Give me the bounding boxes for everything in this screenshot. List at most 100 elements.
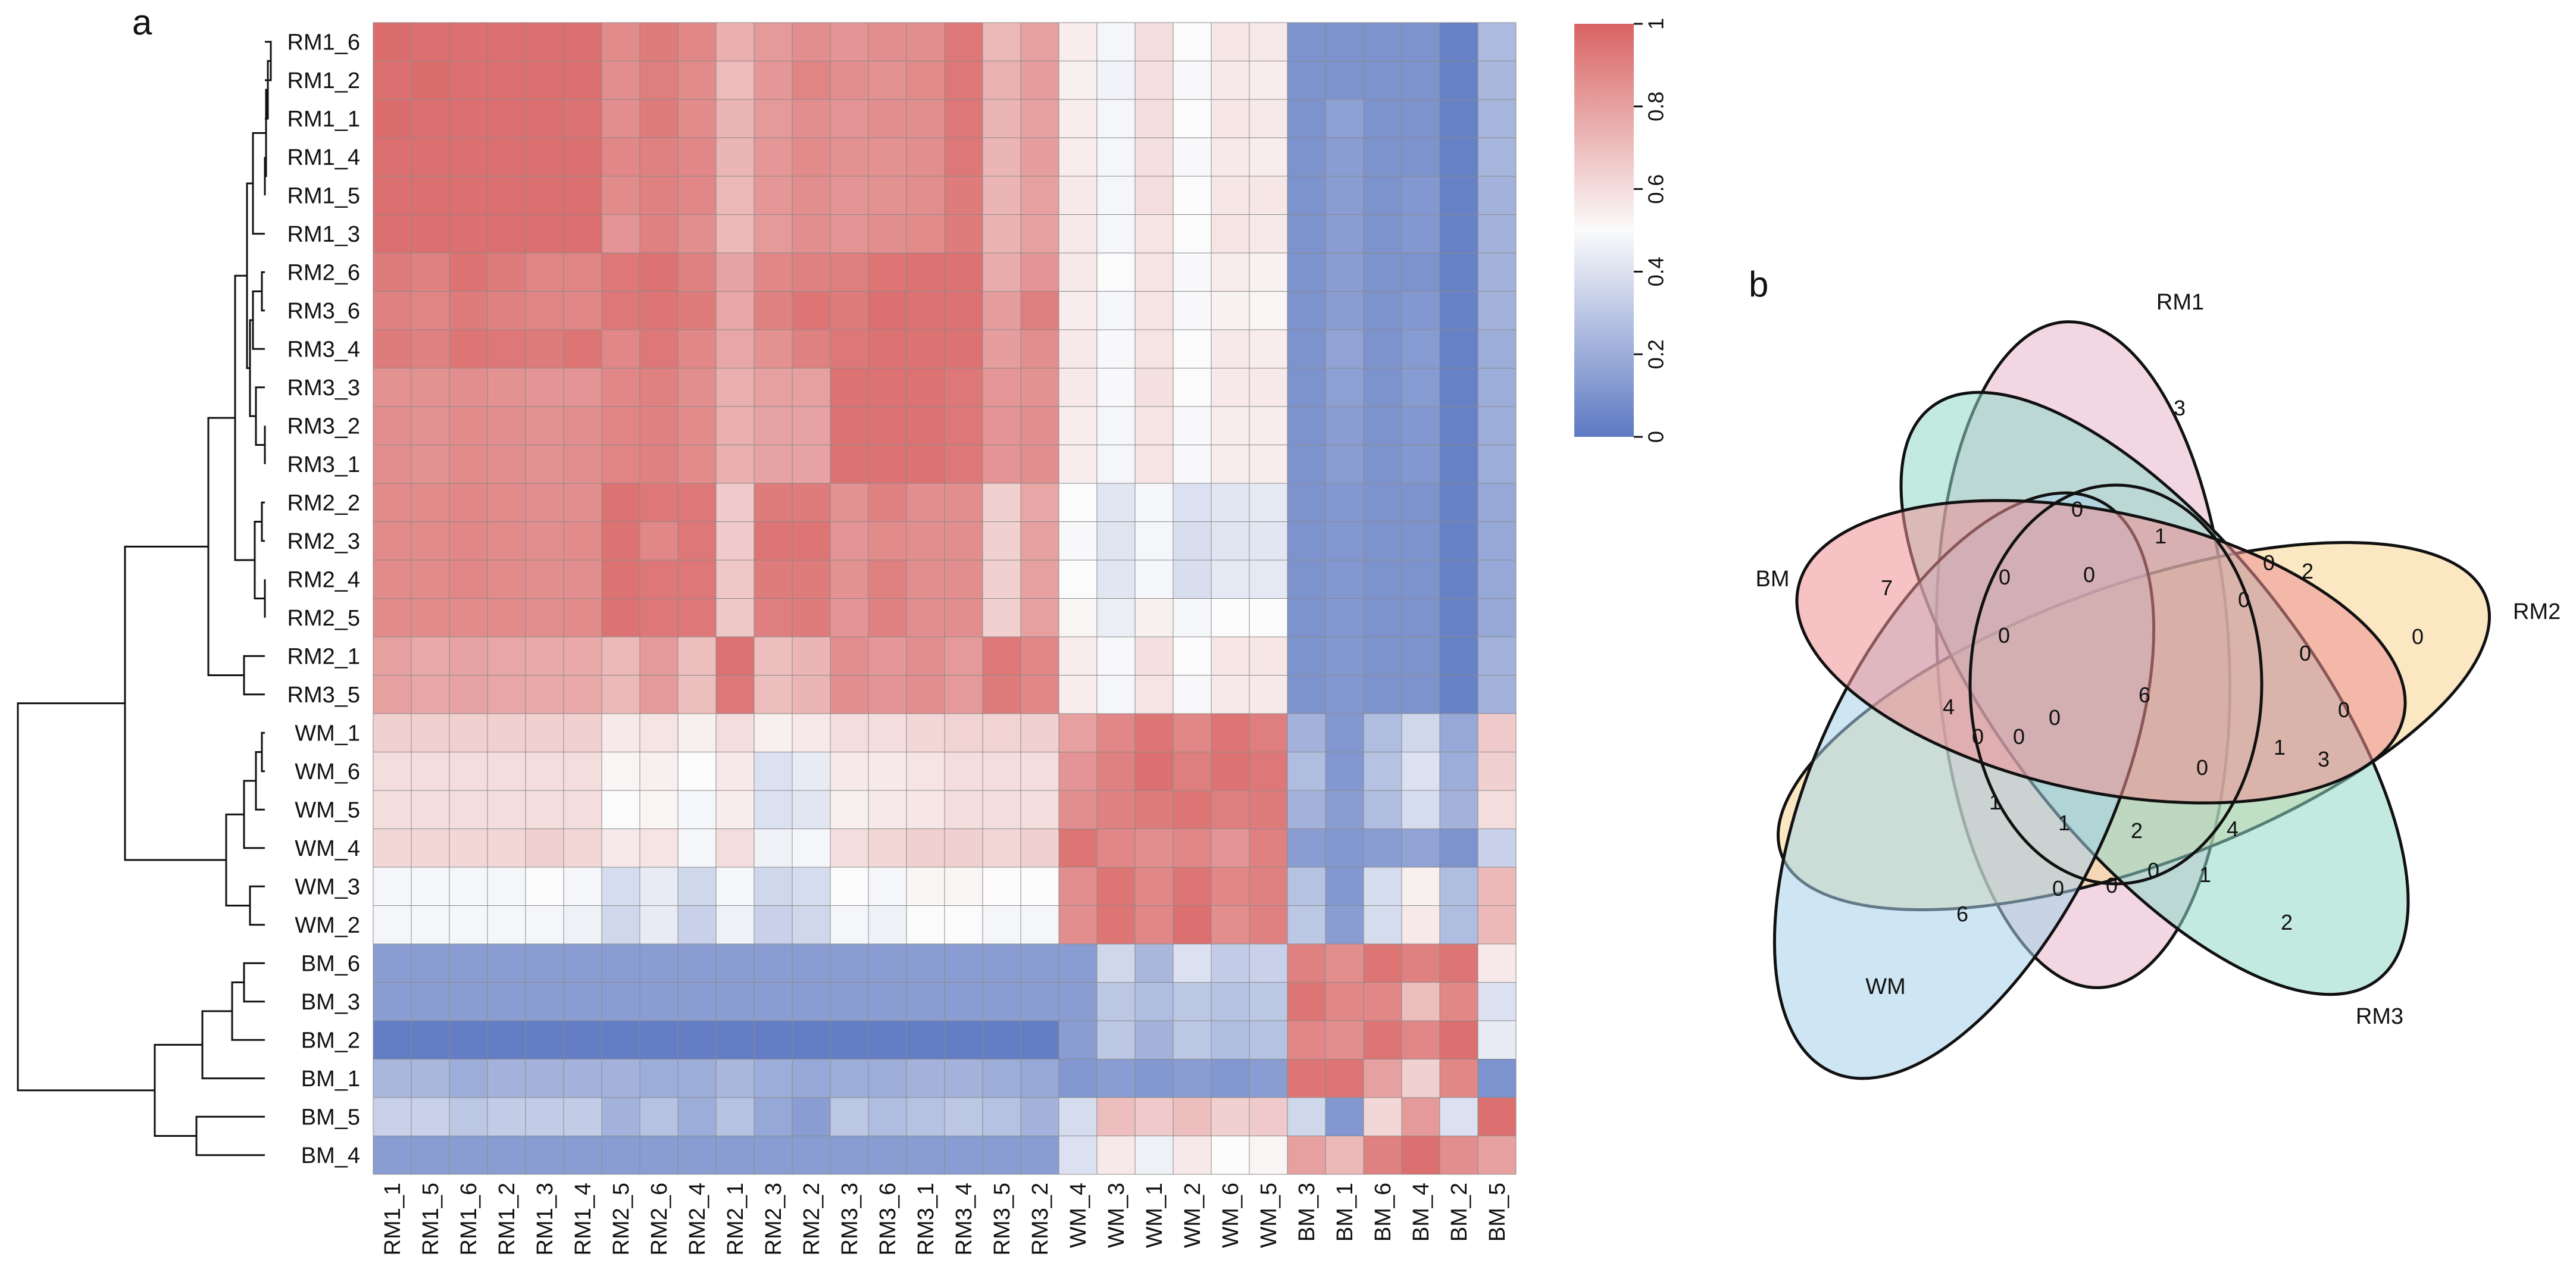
heatmap-cell: [1211, 483, 1250, 522]
heatmap-cell: [601, 1059, 640, 1098]
heatmap-cell: [1020, 406, 1059, 445]
heatmap-cell: [449, 1136, 488, 1175]
heatmap-cell: [449, 252, 488, 292]
heatmap-cell: [868, 368, 907, 407]
heatmap-cell: [868, 598, 907, 637]
heatmap-cell: [944, 1059, 983, 1098]
heatmap-cell: [1173, 636, 1212, 676]
heatmap-cell: [1363, 790, 1402, 829]
heatmap-cell: [411, 137, 450, 177]
heatmap-cell: [525, 713, 564, 752]
heatmap-cell: [982, 559, 1021, 599]
heatmap-cell: [1134, 1136, 1174, 1175]
heatmap-cell: [601, 867, 640, 906]
heatmap-cell: [1363, 829, 1402, 868]
venn-set-name: WM: [1865, 974, 1906, 999]
venn-region-count: 1: [2274, 735, 2286, 759]
heatmap-cell: [868, 137, 907, 177]
heatmap-cell: [487, 713, 526, 752]
heatmap-cell: [906, 982, 945, 1021]
heatmap-cell: [1134, 252, 1174, 292]
heatmap-cell: [715, 829, 755, 868]
heatmap-cell: [868, 176, 907, 215]
heatmap-cell: [1211, 752, 1250, 791]
heatmap-cell: [601, 22, 640, 61]
heatmap-cell: [715, 943, 755, 983]
heatmap-cell: [1477, 329, 1517, 368]
heatmap-cell: [1134, 867, 1174, 906]
heatmap-cell: [1439, 790, 1478, 829]
heatmap-cell: [830, 521, 869, 561]
colorbar-tick-label: 0.4: [1644, 257, 1668, 286]
heatmap-cell: [1249, 1097, 1288, 1136]
venn-region-count: 6: [2139, 683, 2150, 707]
dendrogram-branch: [249, 885, 265, 926]
heatmap-cell: [563, 1136, 602, 1175]
venn-region-count: 1: [1989, 790, 2001, 814]
heatmap-cell: [830, 99, 869, 138]
heatmap-cell: [563, 790, 602, 829]
heatmap-cell: [411, 99, 450, 138]
heatmap-cell: [487, 752, 526, 791]
heatmap-cell: [639, 99, 679, 138]
heatmap-cell: [982, 99, 1021, 138]
heatmap-cell: [792, 1136, 831, 1175]
heatmap-cell: [1173, 1059, 1212, 1098]
heatmap-cell: [1439, 829, 1478, 868]
venn-region-count: 0: [2052, 876, 2064, 901]
heatmap-cell: [1287, 445, 1326, 484]
heatmap-cell: [1249, 99, 1288, 138]
heatmap-cell: [830, 905, 869, 945]
heatmap-cell: [1173, 982, 1212, 1021]
heatmap-cell: [1477, 636, 1517, 676]
heatmap-cell: [639, 521, 679, 561]
heatmap-cell: [715, 483, 755, 522]
heatmap-cell: [1020, 521, 1059, 561]
heatmap-cell: [715, 521, 755, 561]
heatmap-cell: [449, 176, 488, 215]
heatmap-cell: [1096, 483, 1136, 522]
heatmap-cell: [944, 291, 983, 330]
heatmap-cell: [563, 99, 602, 138]
heatmap-cell: [1287, 22, 1326, 61]
heatmap-cell: [1401, 521, 1440, 561]
heatmap-cell: [1249, 675, 1288, 714]
dendrogram-branch: [254, 521, 265, 599]
heatmap-row-label: RM2_1: [287, 644, 361, 669]
heatmap-cell: [677, 214, 717, 254]
heatmap-cell: [982, 790, 1021, 829]
heatmap-cell: [715, 368, 755, 407]
heatmap-cell: [1096, 1136, 1136, 1175]
heatmap-cell: [1439, 982, 1478, 1021]
heatmap-cell: [1401, 291, 1440, 330]
heatmap-cell: [487, 99, 526, 138]
venn-region-count: 0: [1972, 724, 1984, 749]
heatmap-cell: [1249, 559, 1288, 599]
panel-label-a: a: [132, 2, 152, 42]
heatmap-cell: [754, 905, 793, 945]
heatmap-cell: [1134, 291, 1174, 330]
heatmap-cell: [1020, 22, 1059, 61]
heatmap-cell: [449, 368, 488, 407]
heatmap-cell: [944, 675, 983, 714]
heatmap-cell: [1173, 406, 1212, 445]
heatmap-row-label: RM2_5: [287, 606, 361, 631]
heatmap-column-label: WM_6: [1218, 1183, 1243, 1248]
heatmap-cell: [1020, 329, 1059, 368]
heatmap-row-label: WM_5: [295, 798, 360, 823]
heatmap-cell: [411, 829, 450, 868]
heatmap-cell: [868, 406, 907, 445]
heatmap-cell: [1401, 483, 1440, 522]
heatmap-cell: [563, 905, 602, 945]
heatmap-cell: [1134, 943, 1174, 983]
heatmap-cell: [715, 1136, 755, 1175]
heatmap-cell: [830, 982, 869, 1021]
dendrogram-branch: [154, 1043, 202, 1137]
heatmap-cell: [1401, 406, 1440, 445]
heatmap-cell: [1173, 137, 1212, 177]
heatmap-cell: [639, 713, 679, 752]
heatmap-cell: [487, 1097, 526, 1136]
heatmap-cell: [1249, 291, 1288, 330]
heatmap-column-label: BM_4: [1409, 1183, 1434, 1242]
heatmap-cell: [982, 176, 1021, 215]
